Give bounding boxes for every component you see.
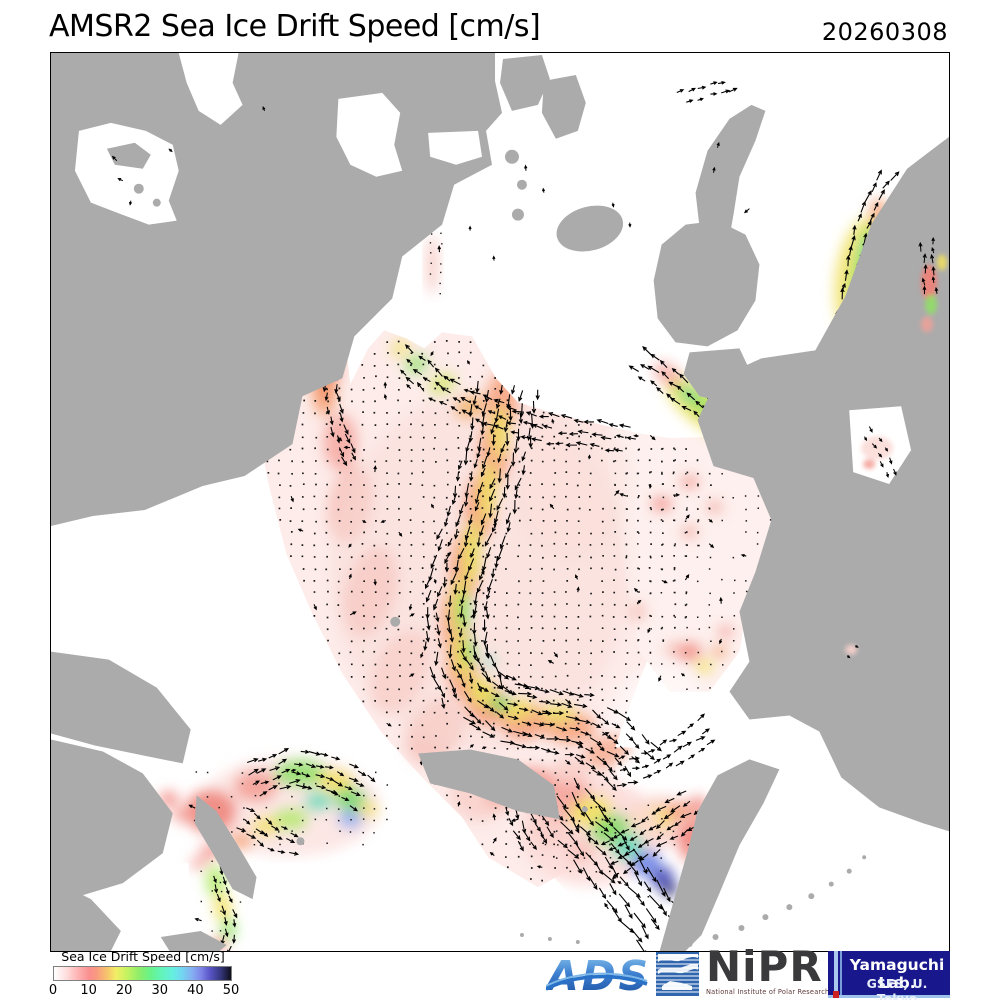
lab-stripe [834,951,838,995]
ads-logo: ADS [546,954,648,998]
colorbar-ticks: 0 10 20 30 40 50 [49,983,239,999]
sea-ice-drift-map [51,53,949,951]
colorbar-tick-label: 40 [187,983,204,998]
nipr-logo-text: NiPR [706,942,823,991]
colorbar-tick-label: 20 [115,983,133,998]
island-overlay-layer [106,142,161,207]
nipr-logo: NiPR National Institute of Polar Researc… [656,942,829,998]
extra-vectors-layer [111,105,939,659]
page-title: AMSR2 Sea Ice Drift Speed [cm/s] [49,9,541,44]
colorbar-label: Sea Ice Drift Speed [cm/s] [61,949,225,964]
nipr-logo-subtext: National Institute of Polar Research [706,988,830,996]
colorbar [53,966,232,981]
nipr-icon [656,952,699,996]
ads-swoosh [546,974,648,991]
date-label: 20260308 [821,18,948,46]
map-panel [50,52,950,952]
ads-swoosh-highlight [546,972,648,987]
colorbar-tick-label: 0 [48,983,58,998]
colorbar-tick-label: 10 [80,983,97,998]
lab-affiliation: GSFS, U. Tokyo [866,976,928,1000]
yamaguchi-lab-logo: Yamaguchi Lab. GSFS, U. Tokyo [828,951,950,1000]
colorbar-tick-label: 50 [222,983,240,998]
lab-stripe-thin [840,951,842,995]
lab-name: Yamaguchi Lab. [849,956,945,992]
lab-red-accent [833,991,839,998]
colorbar-tick-label: 30 [151,983,169,998]
coastal-ice-pockets-layer [845,254,948,655]
